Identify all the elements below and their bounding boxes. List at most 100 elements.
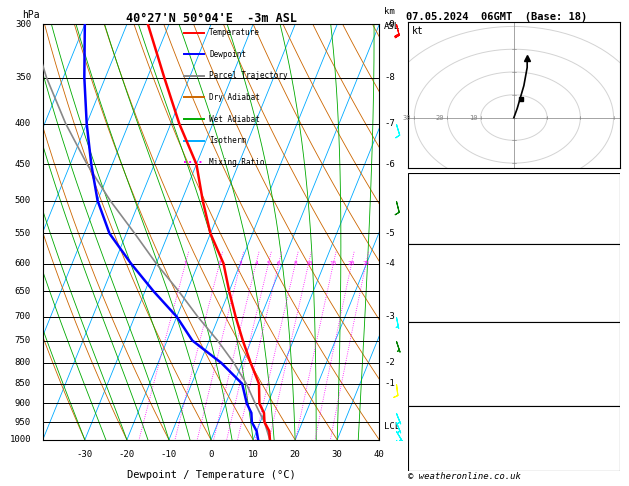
Text: Parcel Trajectory: Parcel Trajectory bbox=[209, 71, 288, 80]
Text: 3: 3 bbox=[606, 362, 611, 372]
Text: 0: 0 bbox=[606, 391, 611, 400]
Text: 3: 3 bbox=[239, 261, 242, 266]
Text: Dewpoint: Dewpoint bbox=[209, 50, 247, 59]
Text: -7: -7 bbox=[384, 119, 395, 128]
Text: -4: -4 bbox=[384, 259, 395, 268]
Text: 650: 650 bbox=[15, 287, 31, 295]
Text: 12: 12 bbox=[600, 460, 611, 470]
Text: Surface: Surface bbox=[493, 245, 535, 256]
Text: 4: 4 bbox=[254, 261, 258, 266]
Text: Hodograph: Hodograph bbox=[487, 407, 540, 417]
Text: -1: -1 bbox=[384, 379, 395, 388]
Text: CIN (J): CIN (J) bbox=[416, 315, 457, 326]
Text: -30: -30 bbox=[77, 450, 93, 459]
Text: 0: 0 bbox=[208, 450, 214, 459]
Text: CIN (J): CIN (J) bbox=[416, 391, 457, 400]
Text: -2: -2 bbox=[384, 358, 395, 367]
Text: 8: 8 bbox=[294, 261, 298, 266]
Text: 1: 1 bbox=[184, 261, 187, 266]
Text: 140: 140 bbox=[594, 420, 611, 431]
Text: StmSpd (kt): StmSpd (kt) bbox=[416, 460, 481, 470]
Text: 700: 700 bbox=[15, 312, 31, 321]
Text: 750: 750 bbox=[594, 335, 611, 346]
Text: -5: -5 bbox=[384, 229, 395, 238]
Text: 950: 950 bbox=[15, 417, 31, 427]
Text: 30: 30 bbox=[403, 115, 411, 121]
Text: K: K bbox=[416, 180, 422, 190]
Text: 265: 265 bbox=[594, 435, 611, 445]
Text: 350: 350 bbox=[15, 73, 31, 82]
Text: Isotherm: Isotherm bbox=[209, 136, 247, 145]
Text: 1000: 1000 bbox=[9, 435, 31, 444]
Text: 900: 900 bbox=[15, 399, 31, 408]
Text: -10: -10 bbox=[161, 450, 177, 459]
Text: 10: 10 bbox=[305, 261, 313, 266]
Text: 2.84: 2.84 bbox=[588, 225, 611, 235]
Text: PW (cm): PW (cm) bbox=[416, 225, 457, 235]
Text: 40: 40 bbox=[374, 450, 385, 459]
Text: 46: 46 bbox=[600, 198, 611, 208]
Text: 5: 5 bbox=[267, 261, 270, 266]
Text: 225°: 225° bbox=[588, 448, 611, 458]
Text: 300: 300 bbox=[15, 20, 31, 29]
Text: CAPE (J): CAPE (J) bbox=[416, 376, 463, 386]
Bar bbox=[408, 173, 620, 244]
Text: 8: 8 bbox=[606, 297, 611, 307]
Text: Dewp (°C): Dewp (°C) bbox=[416, 271, 469, 281]
Text: θᵉ (K): θᵉ (K) bbox=[416, 349, 452, 359]
Text: Temperature: Temperature bbox=[209, 28, 260, 37]
Text: Dewpoint / Temperature (°C): Dewpoint / Temperature (°C) bbox=[126, 470, 296, 480]
Text: Temp (°C): Temp (°C) bbox=[416, 258, 469, 268]
Text: 25: 25 bbox=[362, 261, 370, 266]
Text: -3: -3 bbox=[384, 312, 395, 321]
Text: 20: 20 bbox=[348, 261, 355, 266]
Text: 0: 0 bbox=[606, 376, 611, 386]
Text: 29: 29 bbox=[600, 180, 611, 190]
Text: 850: 850 bbox=[15, 379, 31, 388]
Text: Mixing Ratio (g/kg): Mixing Ratio (g/kg) bbox=[412, 202, 421, 304]
Text: 0: 0 bbox=[606, 315, 611, 326]
Text: 40°27'N 50°04'E  -3m ASL: 40°27'N 50°04'E -3m ASL bbox=[126, 12, 296, 25]
Text: 0: 0 bbox=[606, 309, 611, 318]
Text: Mixing Ratio: Mixing Ratio bbox=[209, 158, 265, 167]
Text: 550: 550 bbox=[15, 229, 31, 238]
Text: 400: 400 bbox=[15, 119, 31, 128]
Text: Lifted Index: Lifted Index bbox=[416, 297, 487, 307]
Text: 500: 500 bbox=[15, 196, 31, 205]
Text: 10: 10 bbox=[469, 115, 477, 121]
Text: θᵉ(K): θᵉ(K) bbox=[416, 284, 445, 295]
Text: 14: 14 bbox=[600, 258, 611, 268]
Text: hPa: hPa bbox=[23, 10, 40, 20]
Text: -8: -8 bbox=[384, 73, 395, 82]
Text: Lifted Index: Lifted Index bbox=[416, 362, 487, 372]
Text: Dry Adiabat: Dry Adiabat bbox=[209, 93, 260, 102]
Text: 309: 309 bbox=[594, 284, 611, 295]
Text: StmDir: StmDir bbox=[416, 448, 452, 458]
Text: 30: 30 bbox=[332, 450, 343, 459]
Text: 20: 20 bbox=[436, 115, 444, 121]
Text: LCL: LCL bbox=[384, 422, 401, 431]
Bar bbox=[408, 244, 620, 322]
Text: kt: kt bbox=[412, 26, 423, 36]
Text: Pressure (mb): Pressure (mb) bbox=[416, 335, 493, 346]
Text: 750: 750 bbox=[15, 336, 31, 345]
Text: 800: 800 bbox=[15, 358, 31, 367]
Text: 6: 6 bbox=[277, 261, 281, 266]
Text: ASL: ASL bbox=[384, 22, 401, 31]
Text: 15: 15 bbox=[330, 261, 337, 266]
Text: Totals Totals: Totals Totals bbox=[416, 198, 493, 208]
Text: km: km bbox=[384, 7, 395, 17]
Text: 11.2: 11.2 bbox=[588, 271, 611, 281]
Text: 20: 20 bbox=[290, 450, 301, 459]
Text: 317: 317 bbox=[594, 349, 611, 359]
Text: -20: -20 bbox=[119, 450, 135, 459]
Text: 07.05.2024  06GMT  (Base: 18): 07.05.2024 06GMT (Base: 18) bbox=[406, 12, 587, 22]
Text: EH: EH bbox=[416, 420, 428, 431]
Text: -6: -6 bbox=[384, 160, 395, 169]
Text: 600: 600 bbox=[15, 259, 31, 268]
Text: 2: 2 bbox=[218, 261, 221, 266]
Text: Wet Adiabat: Wet Adiabat bbox=[209, 115, 260, 123]
Text: CAPE (J): CAPE (J) bbox=[416, 309, 463, 318]
Text: -9: -9 bbox=[384, 20, 395, 29]
Text: 10: 10 bbox=[248, 450, 259, 459]
